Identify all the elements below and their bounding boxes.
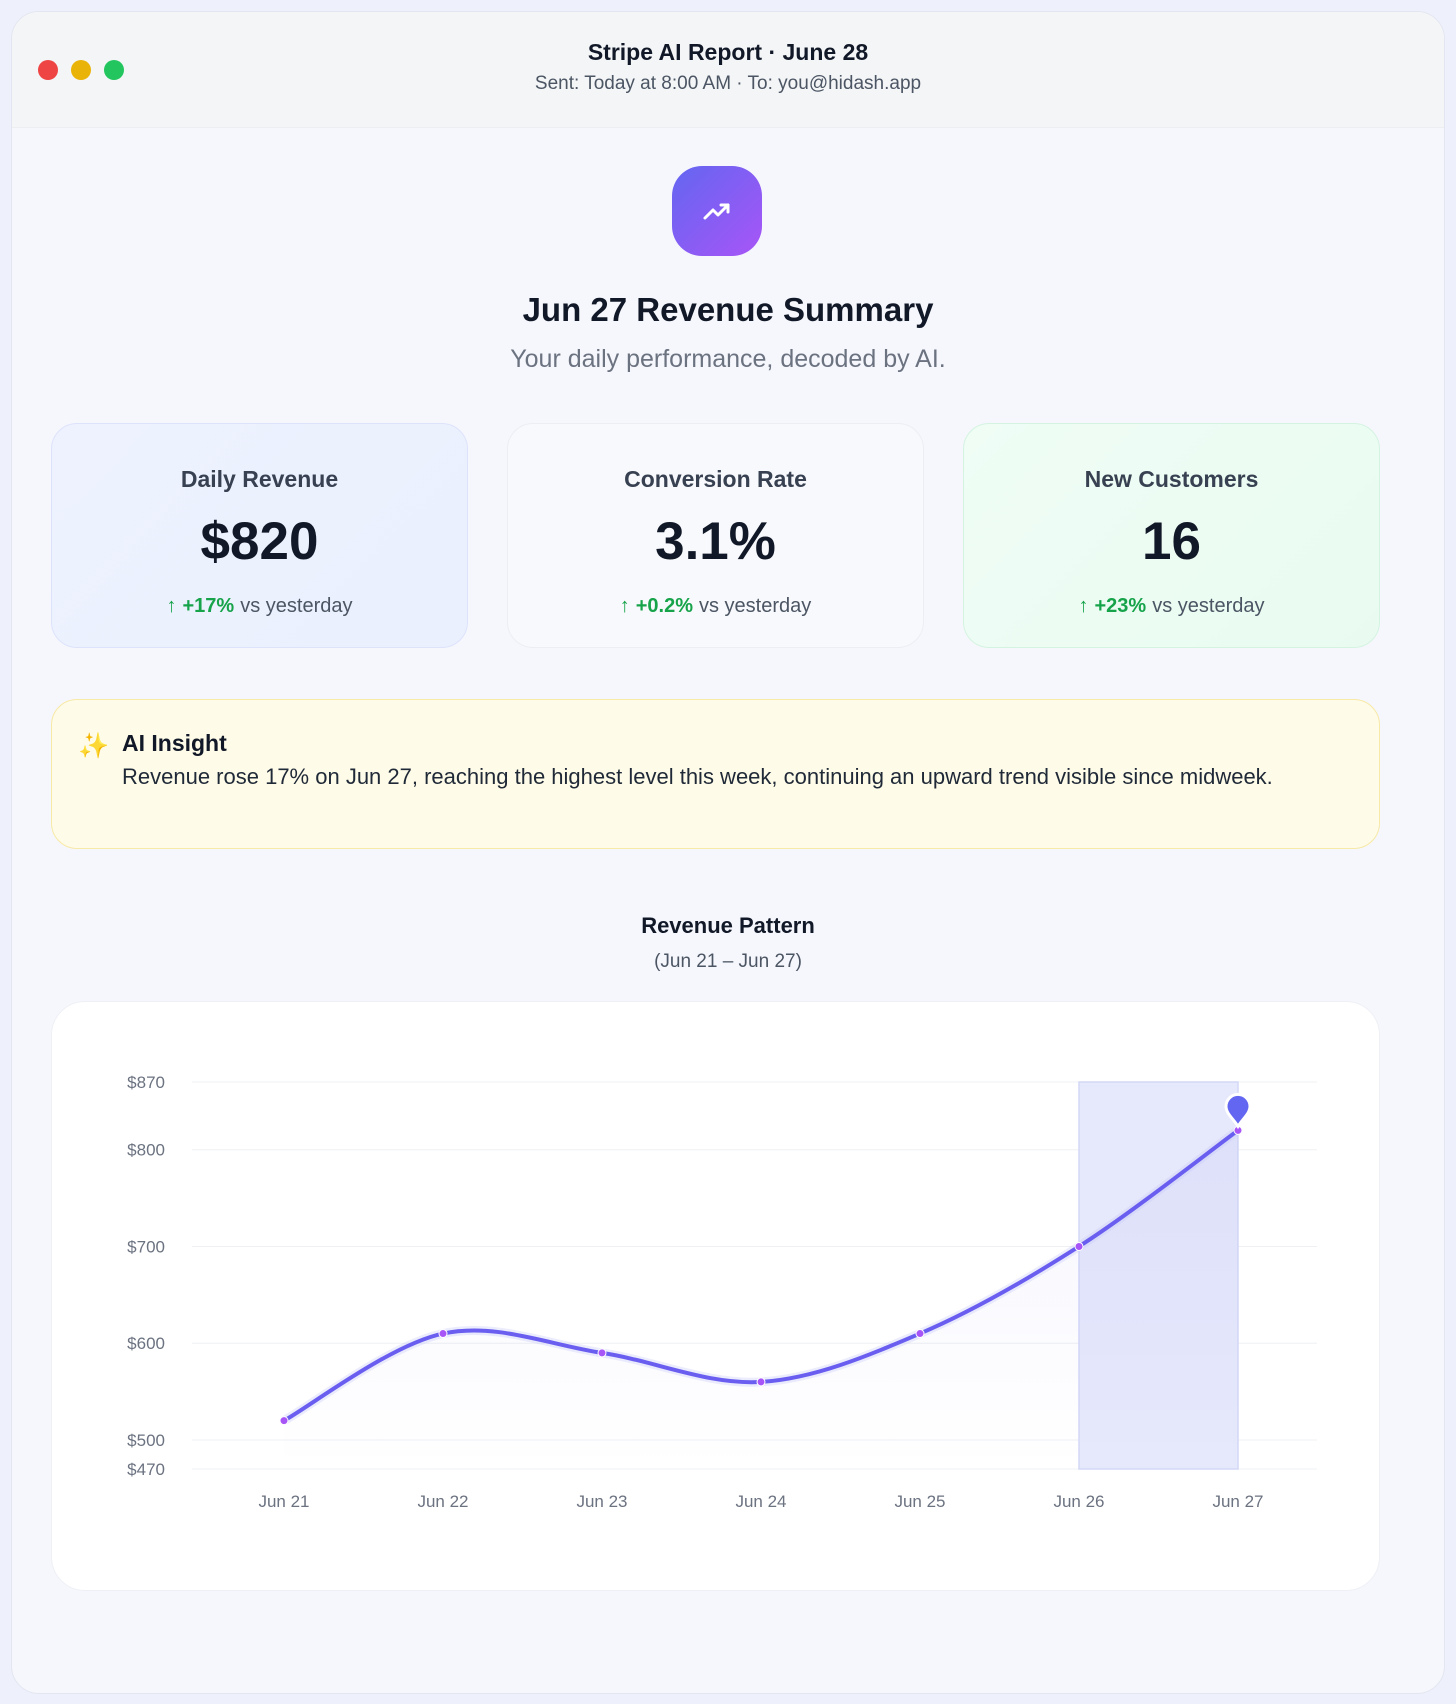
x-tick-label: Jun 24: [735, 1492, 786, 1511]
chart-title: Revenue Pattern: [641, 913, 815, 938]
delta-suffix: vs yesterday: [1152, 595, 1265, 617]
x-tick-label: Jun 22: [417, 1492, 468, 1511]
metric-label: Daily Revenue: [180, 466, 339, 492]
insight-text: Revenue rose 17% on Jun 27, reaching the…: [122, 764, 1273, 789]
ai-insight-panel: ✨ AI Insight Revenue rose 17% on Jun 27,…: [51, 699, 1380, 849]
metric-card-daily-revenue: Daily Revenue $820 ↑ +17% vs yesterday: [51, 423, 468, 648]
revenue-line-chart: $870 $800 $700 $600 $500 $470 Jun 21 Jun 22 Jun …: [127, 1073, 1317, 1511]
x-tick-label: Jun 26: [1053, 1492, 1104, 1511]
metric-delta: ↑ +17% vs yesterday: [52, 595, 467, 618]
y-tick-label: $800: [127, 1141, 165, 1160]
metric-card-conversion-rate: Conversion Rate 3.1% ↑ +0.2% vs yesterday: [507, 423, 924, 648]
close-window-button[interactable]: [38, 60, 58, 80]
data-point: [915, 1329, 925, 1339]
page-subtitle: Your daily performance, decoded by AI.: [510, 345, 946, 373]
minimize-window-button[interactable]: [71, 60, 91, 80]
metric-card-new-customers: New Customers 16 ↑ +23% vs yesterday: [963, 423, 1380, 648]
delta-suffix: vs yesterday: [699, 595, 812, 617]
data-point: [597, 1348, 607, 1358]
metric-label: Conversion Rate: [624, 466, 807, 492]
delta-suffix: vs yesterday: [240, 595, 353, 617]
y-tick-label: $470: [127, 1460, 165, 1479]
delta-percent: +17%: [182, 595, 235, 617]
chart-subtitle: (Jun 21 – Jun 27): [654, 951, 802, 972]
sparkles-icon: ✨: [78, 732, 110, 760]
delta-percent: +23%: [1094, 595, 1147, 617]
trending-up-icon: [672, 166, 762, 256]
insight-title: AI Insight: [122, 730, 227, 756]
window-subtitle: Sent: Today at 8:00 AM · To: you@hidash.…: [534, 73, 922, 94]
metric-value: 16: [1142, 512, 1201, 571]
window-title: Stripe AI Report · June 28: [587, 39, 869, 65]
window-controls: [38, 60, 124, 80]
title-bar: Stripe AI Report · June 28 Sent: Today a…: [12, 12, 1444, 128]
highlight-marker-pin-icon: [1224, 1092, 1252, 1130]
data-point: [279, 1416, 289, 1426]
metric-delta: ↑ +0.2% vs yesterday: [508, 595, 923, 618]
metric-value: $820: [200, 512, 319, 571]
page-title: Jun 27 Revenue Summary: [522, 291, 934, 328]
x-tick-label: Jun 23: [576, 1492, 627, 1511]
x-tick-label: Jun 27: [1212, 1492, 1263, 1511]
data-point: [438, 1329, 448, 1339]
x-tick-label: Jun 21: [258, 1492, 309, 1511]
y-tick-label: $700: [127, 1237, 165, 1256]
arrow-up-icon: ↑: [166, 595, 177, 617]
arrow-up-icon: ↑: [619, 595, 630, 617]
x-tick-label: Jun 25: [894, 1492, 945, 1511]
y-tick-label: $500: [127, 1431, 165, 1450]
data-point: [756, 1377, 766, 1387]
data-point: [1074, 1241, 1084, 1251]
arrow-up-icon: ↑: [1078, 595, 1089, 617]
delta-percent: +0.2%: [635, 595, 693, 617]
maximize-window-button[interactable]: [104, 60, 124, 80]
revenue-chart-card: $870 $800 $700 $600 $500 $470 Jun 21 Jun 22 Jun …: [51, 1001, 1380, 1591]
metric-delta: ↑ +23% vs yesterday: [964, 595, 1379, 618]
metric-value: 3.1%: [655, 512, 776, 571]
metric-label: New Customers: [1084, 466, 1259, 492]
series-area: [284, 1130, 1238, 1469]
y-tick-label: $870: [127, 1073, 165, 1092]
y-tick-label: $600: [127, 1334, 165, 1353]
